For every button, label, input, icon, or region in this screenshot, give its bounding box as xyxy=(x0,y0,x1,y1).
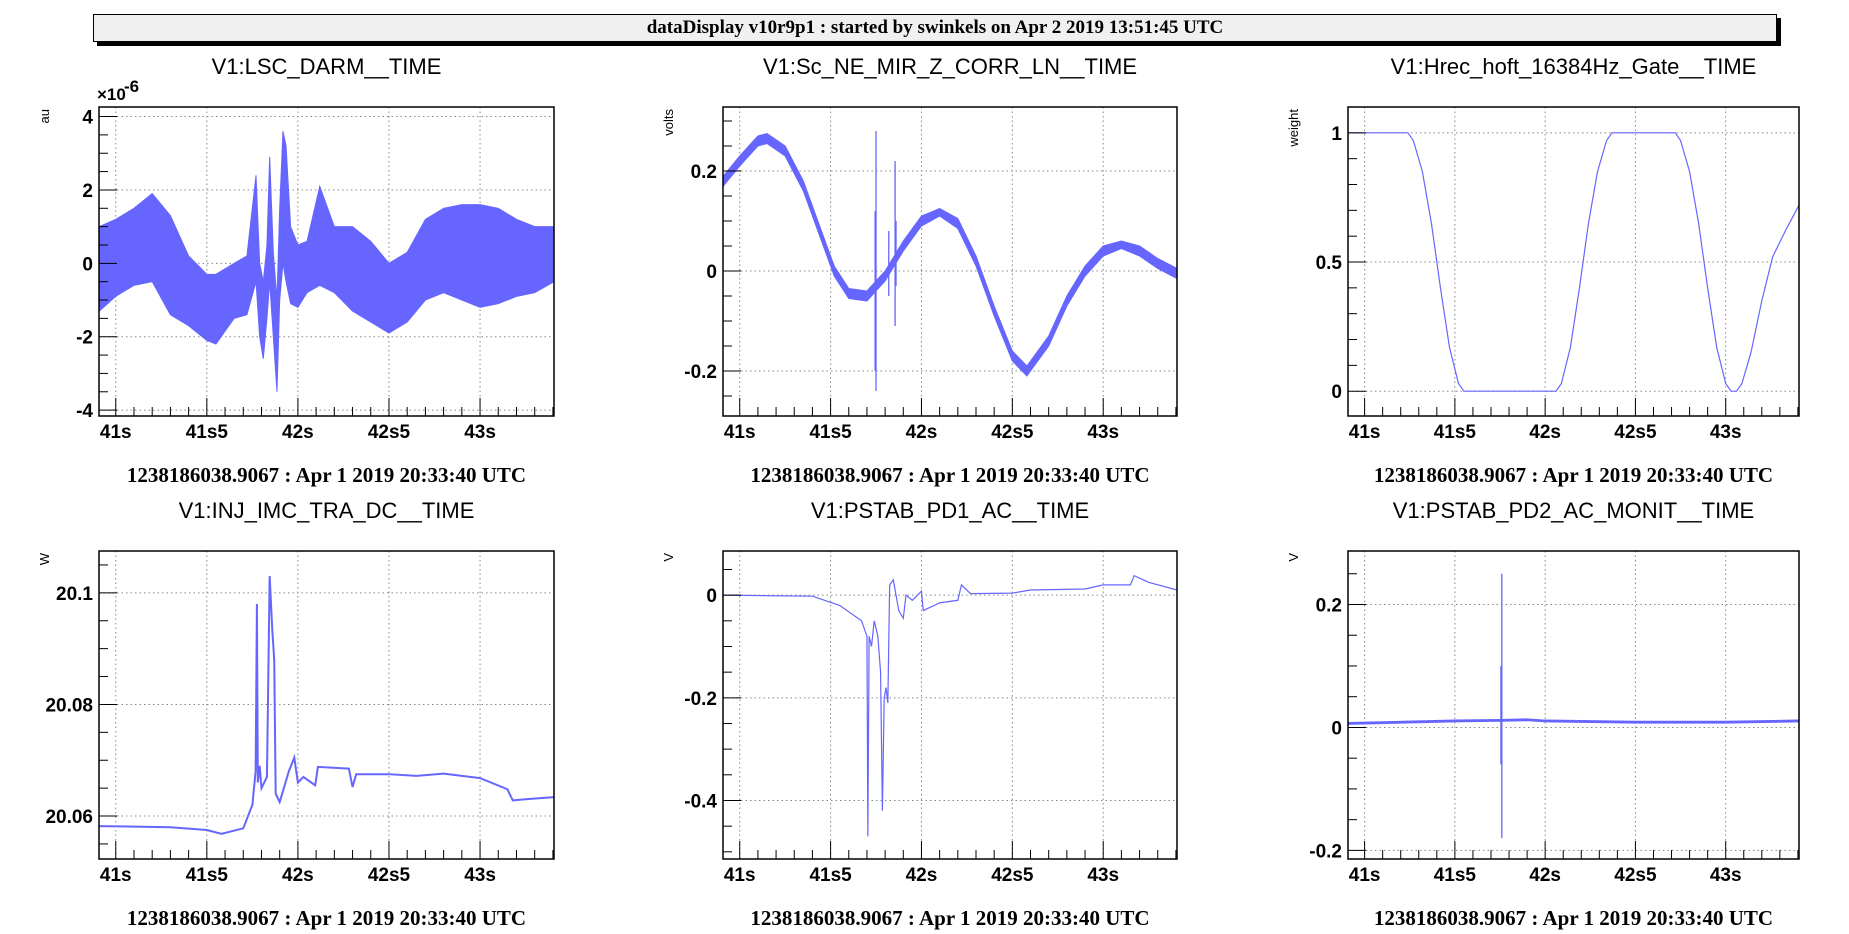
y-axis-label: volts xyxy=(661,109,676,136)
chart-panel: V1:INJ_IMC_TRA_DC__TIME W 1238186038.9067 … xyxy=(37,498,555,930)
x-tick-label: 43s xyxy=(464,422,496,443)
y-tick-label: 0.2 xyxy=(691,162,717,183)
x-tick-label: 41s xyxy=(100,865,132,886)
data-layer xyxy=(99,131,554,392)
signal-band xyxy=(1348,718,1799,725)
y-tick-label: 20.08 xyxy=(45,695,93,716)
y-axis-label: W xyxy=(37,552,52,565)
y-tick-label: 0 xyxy=(706,586,717,607)
x-tick-label: 41s5 xyxy=(186,865,229,886)
x-tick-label: 41s5 xyxy=(809,422,852,443)
x-tick-label: 42s xyxy=(906,865,938,886)
signal-band xyxy=(723,132,1177,377)
chart-title: V1:PSTAB_PD2_AC_MONIT__TIME xyxy=(1393,498,1755,523)
x-tick-label: 41s xyxy=(1349,865,1381,886)
x-tick-label: 41s xyxy=(100,422,132,443)
y-tick-label: 0 xyxy=(706,262,717,283)
x-tick-label: 42s xyxy=(1529,422,1561,443)
x-tick-label: 41s xyxy=(724,865,756,886)
y-tick-label: -0.4 xyxy=(684,791,717,812)
x-tick-label: 42s5 xyxy=(1614,422,1657,443)
plot-frame xyxy=(722,550,1178,860)
x-tick-label: 41s xyxy=(1349,422,1381,443)
plot-frame xyxy=(1347,550,1800,860)
y-exponent-base: ×10 xyxy=(97,85,126,104)
x-tick-label: 42s xyxy=(906,422,938,443)
x-tick-label: 41s5 xyxy=(186,422,229,443)
chart-panel: V1:PSTAB_PD2_AC_MONIT__TIME V 1238186038.9… xyxy=(1286,498,1800,930)
x-tick-label: 43s xyxy=(1087,422,1119,443)
timestamp: 1238186038.9067 : Apr 1 2019 20:33:40 UT… xyxy=(750,906,1149,930)
x-tick-label: 41s5 xyxy=(1434,865,1477,886)
y-exponent-power: -6 xyxy=(124,77,139,96)
y-tick-label: 0 xyxy=(1331,382,1342,403)
plot-frame xyxy=(98,106,555,417)
timestamp: 1238186038.9067 : Apr 1 2019 20:33:40 UT… xyxy=(127,906,526,930)
timestamp: 1238186038.9067 : Apr 1 2019 20:33:40 UT… xyxy=(1374,906,1773,930)
x-tick-label: 41s5 xyxy=(809,865,852,886)
x-tick-label: 42s xyxy=(1529,865,1561,886)
x-tick-label: 42s5 xyxy=(1614,865,1657,886)
y-tick-label: 1 xyxy=(1331,124,1342,145)
x-tick-label: 42s5 xyxy=(991,422,1034,443)
data-layer xyxy=(1348,573,1799,839)
x-tick-label: 42s5 xyxy=(991,865,1034,886)
x-tick-label: 43s xyxy=(1710,422,1742,443)
y-tick-label: -0.2 xyxy=(1309,841,1342,862)
y-axis-label: V xyxy=(661,553,676,562)
chart-title: V1:Sc_NE_MIR_Z_CORR_LN__TIME xyxy=(763,54,1137,79)
chart-title: V1:INJ_IMC_TRA_DC__TIME xyxy=(179,498,475,523)
chart-title: V1:LSC_DARM__TIME xyxy=(212,54,442,79)
y-tick-label: 0.2 xyxy=(1316,595,1342,616)
x-tick-label: 42s5 xyxy=(368,865,411,886)
y-tick-label: 0.5 xyxy=(1316,253,1343,274)
y-tick-label: -0.2 xyxy=(684,689,717,710)
y-tick-label: 2 xyxy=(82,181,93,202)
data-layer xyxy=(723,574,1177,837)
window-title: dataDisplay v10r9p1 : started by swinkel… xyxy=(646,17,1224,38)
y-tick-label: 4 xyxy=(82,108,93,129)
plot-frame xyxy=(98,550,555,860)
data-layer xyxy=(1348,132,1799,392)
y-tick-label: -2 xyxy=(76,328,93,349)
window-title-bar: dataDisplay v10r9p1 : started by swinkel… xyxy=(93,14,1777,42)
chart-panel: V1:PSTAB_PD1_AC__TIME V 1238186038.9067 : … xyxy=(661,498,1178,930)
data-layer xyxy=(723,131,1177,391)
plot-frame xyxy=(1347,106,1800,417)
x-tick-label: 42s xyxy=(282,865,314,886)
chart-title: V1:PSTAB_PD1_AC__TIME xyxy=(811,498,1089,523)
signal-line xyxy=(99,576,554,835)
signal-line xyxy=(1348,132,1799,392)
x-tick-label: 42s xyxy=(282,422,314,443)
y-tick-label: 20.1 xyxy=(56,584,93,605)
y-axis-label: weight xyxy=(1286,109,1301,148)
y-tick-label: 0 xyxy=(1331,718,1342,739)
x-tick-label: 41s5 xyxy=(1434,422,1477,443)
x-tick-label: 43s xyxy=(1710,865,1742,886)
x-tick-label: 43s xyxy=(1087,865,1119,886)
y-tick-label: 20.06 xyxy=(45,807,93,828)
x-tick-label: 42s5 xyxy=(368,422,411,443)
x-tick-label: 41s xyxy=(724,422,756,443)
x-tick-label: 43s xyxy=(464,865,496,886)
signal-line xyxy=(723,574,1177,837)
chart-title: V1:Hrec_hoft_16384Hz_Gate__TIME xyxy=(1391,54,1757,79)
y-axis-label: V xyxy=(1286,553,1301,562)
signal-band xyxy=(99,131,554,392)
timestamp: 1238186038.9067 : Apr 1 2019 20:33:40 UT… xyxy=(127,463,526,487)
y-axis-label: au xyxy=(37,109,52,123)
y-tick-label: -0.2 xyxy=(684,362,717,383)
data-layer xyxy=(99,576,554,835)
plot-frame xyxy=(722,106,1178,417)
timestamp: 1238186038.9067 : Apr 1 2019 20:33:40 UT… xyxy=(750,463,1149,487)
y-tick-label: 0 xyxy=(82,254,93,275)
y-tick-label: -4 xyxy=(76,401,93,422)
timestamp: 1238186038.9067 : Apr 1 2019 20:33:40 UT… xyxy=(1374,463,1773,487)
